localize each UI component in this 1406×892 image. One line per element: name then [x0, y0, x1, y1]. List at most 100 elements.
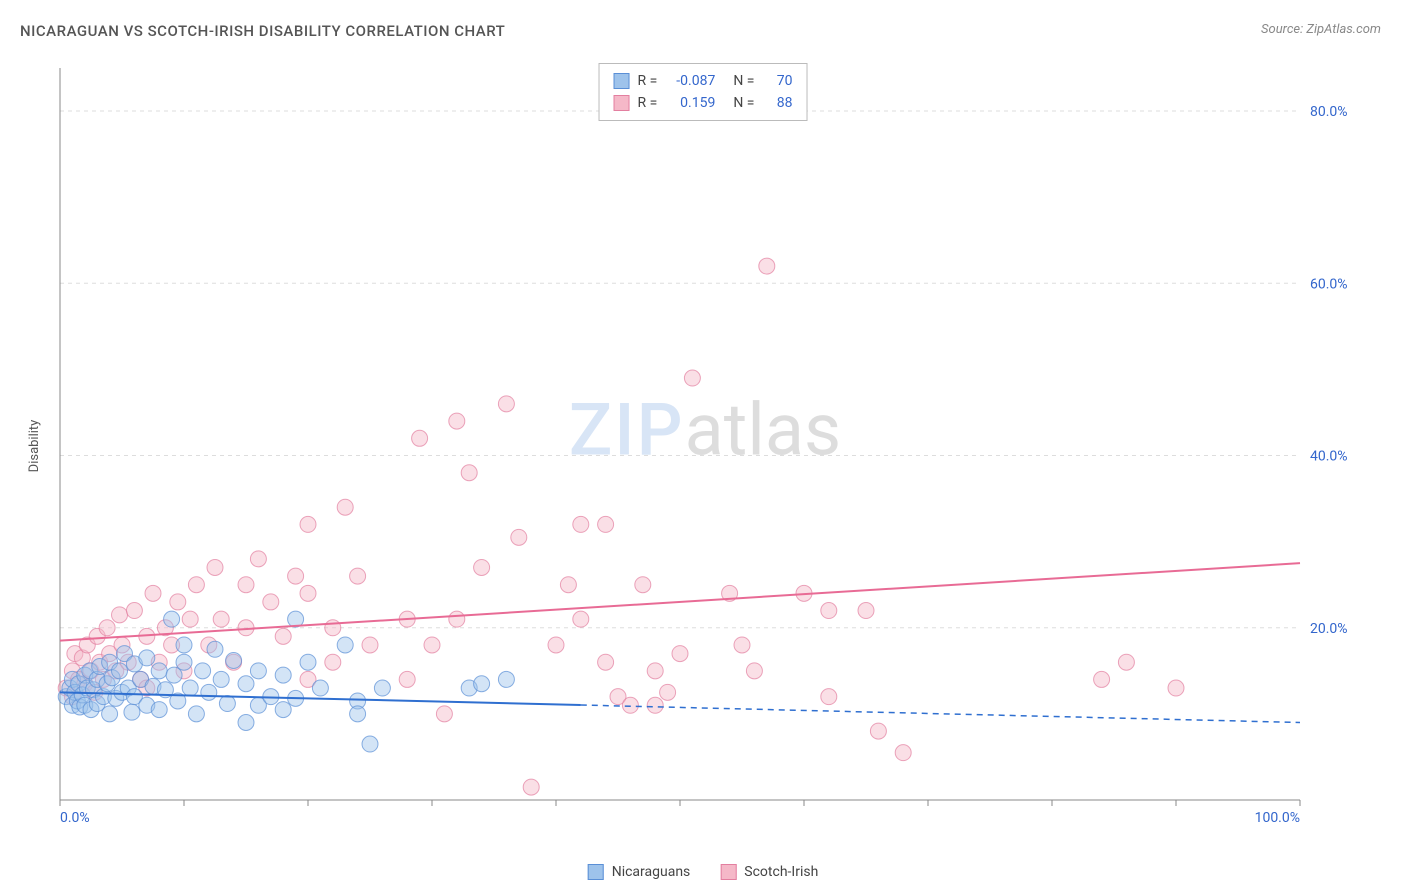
- data-point: [461, 465, 477, 481]
- data-point: [560, 577, 576, 593]
- data-point: [412, 430, 428, 446]
- data-point: [424, 637, 440, 653]
- legend-row: R =-0.087N =70: [614, 70, 793, 92]
- data-point: [498, 671, 514, 687]
- legend-label: Scotch-Irish: [744, 864, 818, 880]
- y-axis-label: Disability: [27, 420, 42, 473]
- data-point: [821, 603, 837, 619]
- data-point: [622, 697, 638, 713]
- data-point: [182, 680, 198, 696]
- data-point: [112, 663, 128, 679]
- legend-r-value: 0.159: [665, 95, 715, 111]
- data-point: [170, 594, 186, 610]
- data-point: [1118, 654, 1134, 670]
- x-tick-label: 0.0%: [60, 810, 90, 826]
- data-point: [102, 706, 118, 722]
- data-point: [250, 551, 266, 567]
- source-label: Source: ZipAtlas.com: [1261, 22, 1381, 37]
- data-point: [362, 637, 378, 653]
- legend-swatch: [614, 95, 630, 111]
- y-tick-label: 80.0%: [1310, 104, 1348, 120]
- data-point: [598, 654, 614, 670]
- data-point: [213, 671, 229, 687]
- data-point: [126, 603, 142, 619]
- data-point: [300, 585, 316, 601]
- data-point: [250, 663, 266, 679]
- data-point: [238, 714, 254, 730]
- data-point: [449, 611, 465, 627]
- data-point: [374, 680, 390, 696]
- data-point: [647, 697, 663, 713]
- data-point: [821, 689, 837, 705]
- data-point: [112, 607, 128, 623]
- data-point: [870, 723, 886, 739]
- data-point: [399, 671, 415, 687]
- data-point: [1168, 680, 1184, 696]
- data-point: [188, 577, 204, 593]
- data-point: [647, 663, 663, 679]
- legend-label: Nicaraguans: [612, 864, 691, 880]
- trend-line-extrapolated: [581, 705, 1300, 722]
- y-tick-label: 20.0%: [1310, 621, 1348, 637]
- plot-area: 20.0%40.0%60.0%80.0%0.0%100.0% ZIPatlas: [50, 60, 1360, 830]
- data-point: [573, 611, 589, 627]
- legend-r-label: R =: [638, 95, 658, 111]
- data-point: [436, 706, 452, 722]
- data-point: [145, 585, 161, 601]
- data-point: [474, 559, 490, 575]
- legend-swatch: [720, 864, 736, 880]
- data-point: [350, 706, 366, 722]
- data-point: [325, 654, 341, 670]
- data-point: [188, 706, 204, 722]
- data-point: [895, 745, 911, 761]
- data-point: [176, 654, 192, 670]
- x-tick-label: 100.0%: [1255, 810, 1300, 826]
- data-point: [312, 680, 328, 696]
- data-point: [139, 650, 155, 666]
- data-point: [746, 663, 762, 679]
- trend-line: [60, 563, 1300, 641]
- data-point: [548, 637, 564, 653]
- data-point: [660, 684, 676, 700]
- data-point: [449, 413, 465, 429]
- data-point: [124, 704, 140, 720]
- chart-title: NICARAGUAN VS SCOTCH-IRISH DISABILITY CO…: [20, 22, 505, 40]
- data-point: [598, 516, 614, 532]
- data-point: [684, 370, 700, 386]
- legend-correlation: R =-0.087N =70R =0.159N =88: [599, 63, 808, 121]
- data-point: [672, 646, 688, 662]
- data-point: [498, 396, 514, 412]
- data-point: [350, 568, 366, 584]
- legend-r-value: -0.087: [665, 73, 715, 89]
- data-point: [573, 516, 589, 532]
- data-point: [858, 603, 874, 619]
- data-point: [151, 663, 167, 679]
- legend-n-label: N =: [733, 73, 754, 89]
- data-point: [275, 628, 291, 644]
- data-point: [151, 702, 167, 718]
- data-point: [635, 577, 651, 593]
- legend-item: Scotch-Irish: [720, 864, 818, 880]
- data-point: [275, 702, 291, 718]
- data-point: [219, 696, 235, 712]
- data-point: [759, 258, 775, 274]
- legend-series: Nicaraguans Scotch-Irish: [588, 864, 819, 880]
- legend-swatch: [614, 73, 630, 89]
- data-point: [207, 641, 223, 657]
- legend-swatch: [588, 864, 604, 880]
- legend-n-value: 70: [762, 73, 792, 89]
- scatter-chart: 20.0%40.0%60.0%80.0%0.0%100.0%: [50, 60, 1360, 830]
- data-point: [288, 568, 304, 584]
- data-point: [263, 594, 279, 610]
- data-point: [325, 620, 341, 636]
- data-point: [300, 516, 316, 532]
- data-point: [226, 652, 242, 668]
- legend-row: R =0.159N =88: [614, 92, 793, 114]
- data-point: [362, 736, 378, 752]
- legend-n-value: 88: [762, 95, 792, 111]
- data-point: [523, 779, 539, 795]
- data-point: [238, 676, 254, 692]
- data-point: [182, 611, 198, 627]
- data-point: [238, 577, 254, 593]
- data-point: [164, 611, 180, 627]
